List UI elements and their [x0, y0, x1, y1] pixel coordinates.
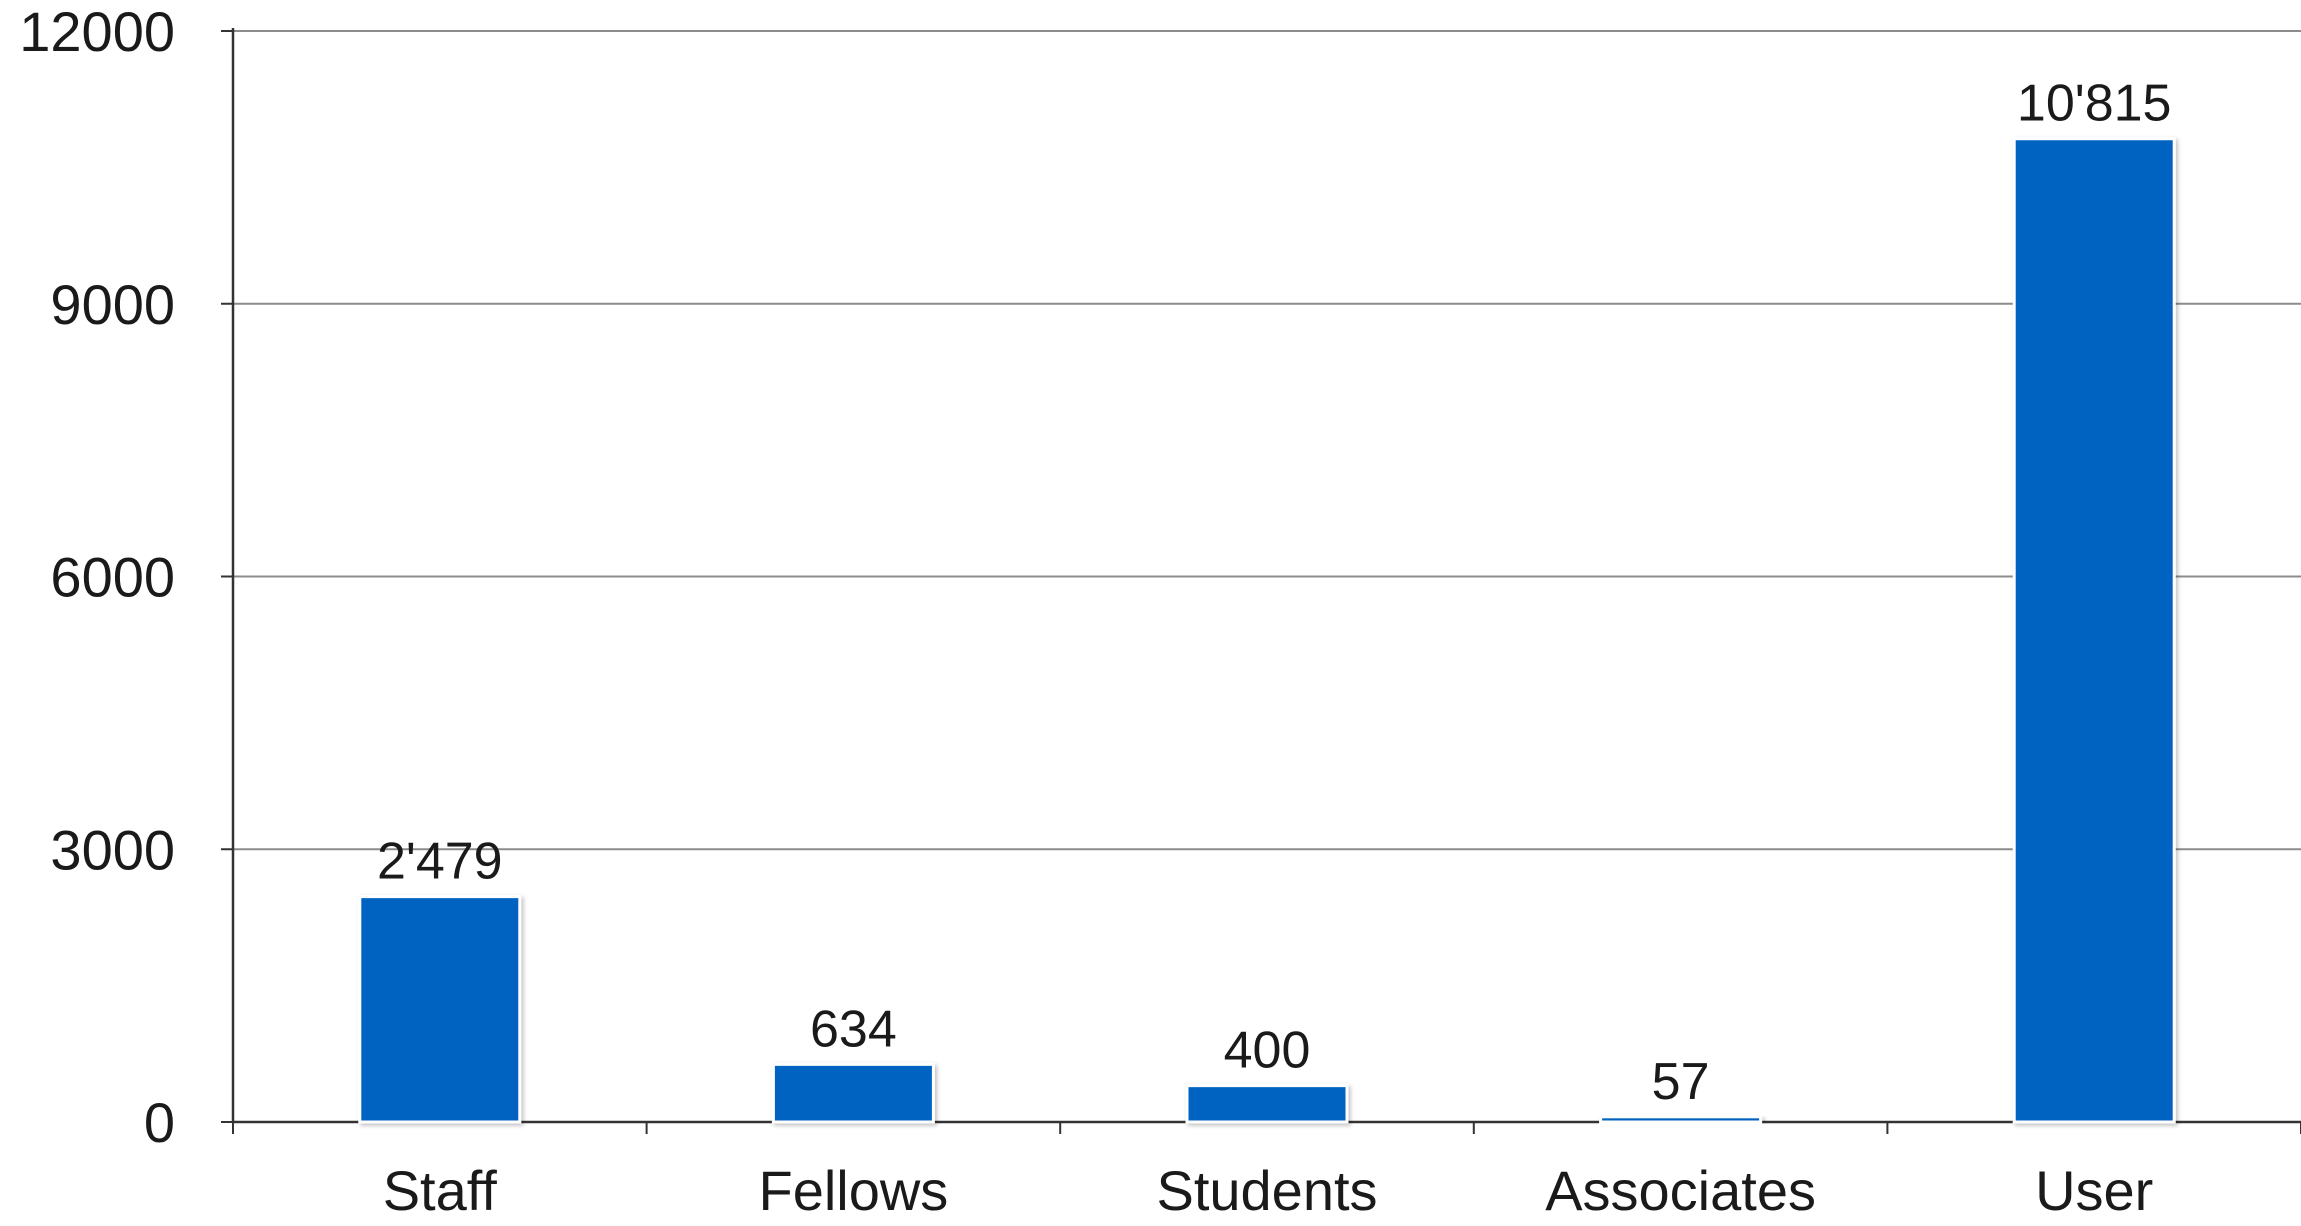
bar-associates	[1599, 1115, 1763, 1124]
x-category-label: Fellows	[758, 1159, 948, 1221]
bar-user	[2012, 137, 2176, 1124]
bars	[358, 137, 2176, 1124]
data-label: 400	[1224, 1022, 1311, 1080]
bar-staff	[358, 895, 522, 1124]
bar-students	[1185, 1084, 1349, 1124]
x-category-label: Staff	[383, 1159, 498, 1221]
data-label: 2'479	[377, 833, 503, 891]
y-tick-label: 6000	[50, 546, 175, 609]
y-tick-label: 3000	[50, 818, 175, 881]
y-tick-label: 0	[144, 1091, 175, 1154]
data-label: 57	[1652, 1053, 1710, 1111]
axes: 0 3000 6000 9000 12000	[19, 0, 2301, 1154]
data-label: 634	[810, 1000, 897, 1058]
bar-fellows	[771, 1062, 935, 1124]
x-category-label: User	[2035, 1159, 2153, 1221]
x-category-label: Associates	[1545, 1159, 1816, 1221]
y-tick-label: 12000	[19, 0, 175, 63]
y-tick-label: 9000	[50, 273, 175, 336]
gridlines	[233, 30, 2301, 851]
data-label: 10'815	[2017, 75, 2172, 133]
x-category-label: Students	[1156, 1159, 1377, 1221]
labels: 2'479 Staff 634 Fellows 400 Students 57 Associa…	[377, 75, 2172, 1222]
